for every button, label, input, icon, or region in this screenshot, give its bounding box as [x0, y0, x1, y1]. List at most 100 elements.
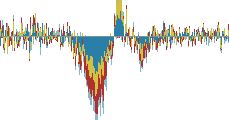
Bar: [226, 37, 227, 39]
Bar: [104, 70, 105, 77]
Bar: [73, 32, 74, 36]
Bar: [174, 36, 175, 38]
Bar: [100, 36, 101, 75]
Bar: [118, 18, 119, 36]
Bar: [115, 27, 116, 36]
Bar: [7, 23, 8, 31]
Bar: [117, 13, 118, 36]
Bar: [72, 33, 73, 36]
Bar: [64, 39, 65, 42]
Bar: [122, 36, 123, 40]
Bar: [39, 40, 40, 42]
Bar: [92, 36, 93, 59]
Bar: [114, 33, 115, 36]
Bar: [176, 32, 177, 36]
Bar: [39, 36, 40, 40]
Bar: [78, 46, 79, 53]
Bar: [105, 53, 106, 73]
Bar: [127, 31, 128, 36]
Bar: [53, 37, 54, 42]
Bar: [173, 36, 174, 38]
Bar: [48, 36, 49, 39]
Bar: [27, 36, 28, 41]
Bar: [219, 38, 220, 48]
Bar: [61, 40, 62, 43]
Bar: [47, 30, 48, 36]
Bar: [75, 35, 76, 36]
Bar: [111, 34, 112, 36]
Bar: [221, 36, 222, 37]
Bar: [168, 30, 169, 36]
Bar: [201, 24, 202, 25]
Bar: [189, 36, 190, 38]
Bar: [124, 34, 125, 36]
Bar: [86, 36, 87, 66]
Bar: [138, 36, 139, 51]
Bar: [59, 35, 60, 36]
Bar: [80, 36, 81, 45]
Bar: [119, 0, 120, 7]
Bar: [39, 34, 40, 36]
Bar: [102, 73, 103, 93]
Bar: [220, 41, 221, 43]
Bar: [120, 23, 121, 36]
Bar: [208, 36, 209, 38]
Bar: [8, 36, 9, 47]
Bar: [152, 36, 153, 39]
Bar: [105, 73, 106, 85]
Bar: [211, 35, 212, 36]
Bar: [62, 46, 63, 47]
Bar: [175, 36, 176, 37]
Bar: [67, 36, 68, 38]
Bar: [48, 39, 49, 42]
Bar: [2, 26, 3, 33]
Bar: [82, 54, 83, 61]
Bar: [216, 36, 217, 39]
Bar: [72, 36, 73, 39]
Bar: [223, 35, 224, 36]
Bar: [103, 87, 104, 102]
Bar: [3, 30, 4, 36]
Bar: [94, 109, 95, 120]
Bar: [70, 42, 71, 47]
Bar: [180, 29, 181, 32]
Bar: [6, 23, 7, 27]
Bar: [40, 27, 41, 28]
Bar: [75, 37, 76, 42]
Bar: [81, 36, 82, 46]
Bar: [84, 87, 85, 91]
Bar: [34, 33, 35, 36]
Bar: [89, 73, 90, 93]
Bar: [91, 93, 92, 105]
Bar: [201, 36, 202, 39]
Bar: [215, 36, 216, 39]
Bar: [144, 30, 145, 36]
Bar: [30, 31, 31, 34]
Bar: [98, 73, 99, 87]
Bar: [34, 25, 35, 33]
Bar: [1, 31, 2, 36]
Bar: [42, 23, 43, 36]
Bar: [27, 27, 28, 36]
Bar: [224, 38, 225, 42]
Bar: [93, 64, 94, 90]
Bar: [153, 36, 154, 38]
Bar: [134, 45, 135, 46]
Bar: [84, 36, 85, 56]
Bar: [37, 28, 38, 36]
Bar: [79, 48, 80, 49]
Bar: [214, 31, 215, 36]
Bar: [201, 35, 202, 36]
Bar: [90, 102, 91, 109]
Bar: [220, 43, 221, 44]
Bar: [7, 34, 8, 36]
Bar: [14, 48, 15, 51]
Bar: [115, 13, 116, 27]
Bar: [168, 38, 169, 42]
Bar: [177, 44, 178, 46]
Bar: [190, 37, 191, 39]
Bar: [95, 65, 96, 89]
Bar: [221, 31, 222, 32]
Bar: [164, 35, 165, 36]
Bar: [54, 34, 55, 35]
